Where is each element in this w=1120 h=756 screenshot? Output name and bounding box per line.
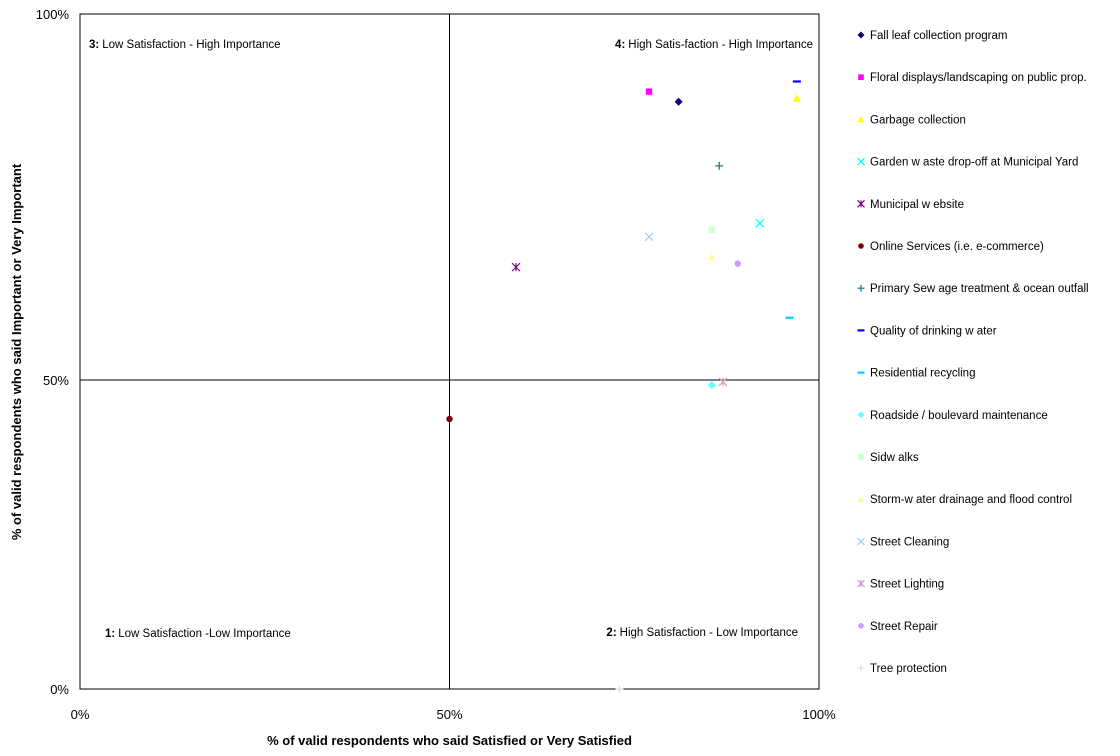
quadrant-label-2: 2: High Satisfaction - Low Importance: [606, 627, 798, 639]
y-axis-title: % of valid respondents who said Importan…: [9, 163, 24, 540]
legend-marker: [857, 537, 865, 546]
quadrant-number: 1:: [105, 628, 115, 640]
data-point: [715, 161, 724, 170]
data-points: [446, 80, 801, 693]
legend-marker: [857, 31, 865, 39]
x-tick-label: 0%: [71, 707, 90, 722]
quadrant-text: High Satis-faction - High Importance: [628, 39, 813, 51]
legend-marker: [858, 74, 864, 80]
quadrant-number: 4:: [615, 39, 625, 51]
legend-marker: [857, 157, 865, 166]
y-tick-label: 0%: [50, 682, 69, 697]
legend-marker: [857, 411, 865, 419]
data-point: [718, 377, 728, 387]
data-point: [674, 97, 683, 106]
legend-marker: [857, 115, 865, 123]
legend-label: Street Cleaning: [870, 536, 949, 548]
legend-marker: [857, 495, 865, 502]
legend-label: Roadside / boulevard maintenance: [870, 410, 1048, 422]
quadrant-number: 2:: [606, 627, 616, 639]
data-point: [755, 218, 765, 228]
quadrant-label-4: 4: High Satis-faction - High Importance: [615, 39, 813, 51]
legend-marker: [858, 243, 864, 249]
data-point: [645, 88, 653, 95]
quadrant-text: Low Satisfaction -Low Importance: [118, 628, 291, 640]
legend-marker: [857, 199, 865, 208]
legend-label: Quality of drinking w ater: [870, 325, 997, 337]
legend: Fall leaf collection program Floral displ…: [857, 30, 1089, 675]
data-point: [734, 260, 741, 267]
y-tick-label: 50%: [43, 373, 69, 388]
quadrant-text: Low Satisfaction - High Importance: [102, 39, 280, 51]
x-axis-title: % of valid respondents who said Satisfie…: [267, 733, 632, 748]
legend-label: Storm-w ater drainage and flood control: [870, 494, 1072, 506]
legend-marker: [858, 454, 864, 460]
data-point: [511, 262, 521, 272]
data-point: [707, 381, 716, 390]
legend-label: Garbage collection: [870, 114, 966, 126]
x-tick-label: 50%: [436, 707, 462, 722]
data-point: [644, 232, 654, 242]
y-tick-label: 100%: [36, 7, 70, 22]
legend-label: Sidw alks: [870, 452, 919, 464]
quadrant-text: High Satisfaction - Low Importance: [620, 627, 798, 639]
legend-label: Primary Sew age treatment & ocean outfal…: [870, 283, 1089, 295]
legend-label: Street Lighting: [870, 579, 944, 591]
data-point: [707, 253, 716, 261]
legend-label: Online Services (i.e. e-commerce): [870, 241, 1044, 253]
legend-marker: [857, 664, 865, 672]
legend-marker: [858, 623, 864, 629]
quadrant-label-3: 3: Low Satisfaction - High Importance: [89, 39, 281, 51]
legend-label: Residential recycling: [870, 368, 975, 380]
x-tick-label: 100%: [802, 707, 836, 722]
legend-label: Tree protection: [870, 663, 947, 675]
data-point: [708, 226, 716, 234]
legend-label: Garden w aste drop-off at Municipal Yard: [870, 157, 1078, 169]
legend-label: Street Repair: [870, 621, 938, 633]
quadrant-label-1: 1: Low Satisfaction -Low Importance: [105, 628, 291, 640]
quadrant-number: 3:: [89, 39, 99, 51]
data-point: [615, 685, 624, 693]
data-point: [792, 94, 801, 102]
legend-label: Municipal w ebsite: [870, 199, 964, 211]
data-point: [446, 415, 453, 423]
legend-marker: [857, 579, 865, 588]
legend-label: Floral displays/landscaping on public pr…: [870, 72, 1087, 84]
legend-marker: [857, 284, 865, 292]
legend-label: Fall leaf collection program: [870, 30, 1007, 42]
